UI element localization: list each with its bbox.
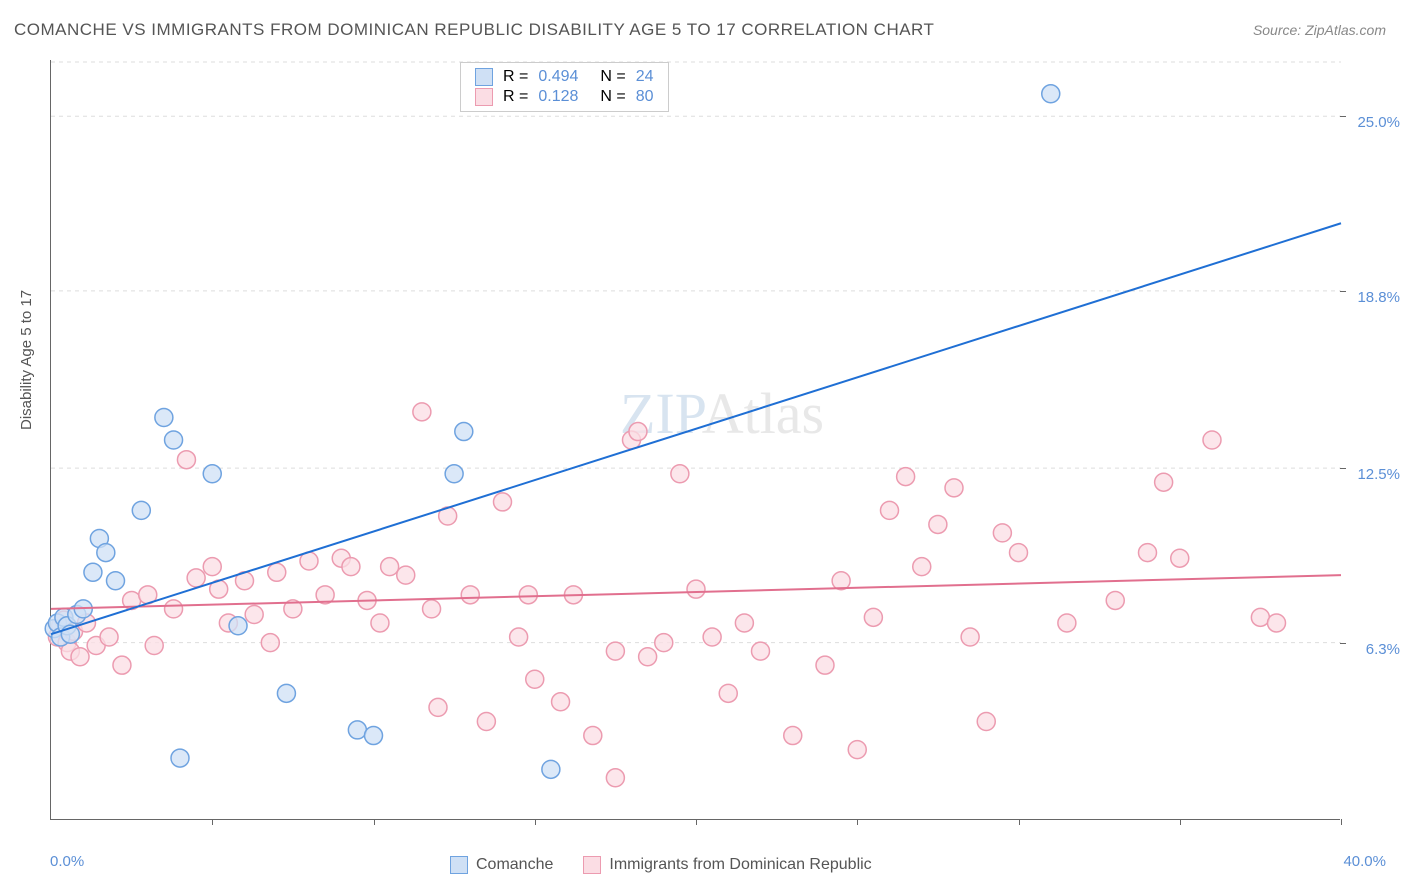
y-tick-label: 25.0% <box>1357 114 1400 131</box>
y-tick-label: 6.3% <box>1366 641 1400 658</box>
y-axis-title: Disability Age 5 to 17 <box>18 290 35 430</box>
legend-stats: R = 0.494 N = 24 R = 0.128 N = 80 <box>460 62 669 112</box>
legend-row-series2: R = 0.128 N = 80 <box>475 87 654 107</box>
swatch-series1-bottom <box>450 856 468 874</box>
y-tick-label: 18.8% <box>1357 289 1400 306</box>
plot-area: 6.3%12.5%18.8%25.0% <box>50 60 1340 820</box>
legend-item-series1: Comanche <box>450 856 553 874</box>
swatch-series2 <box>475 88 493 106</box>
source-attribution: Source: ZipAtlas.com <box>1253 22 1386 38</box>
x-axis-min-label: 0.0% <box>50 853 84 870</box>
legend-item-series2: Immigrants from Dominican Republic <box>583 856 871 874</box>
swatch-series2-bottom <box>583 856 601 874</box>
chart-title: COMANCHE VS IMMIGRANTS FROM DOMINICAN RE… <box>14 20 934 40</box>
plot-svg <box>51 60 1340 819</box>
x-axis-max-label: 40.0% <box>1343 853 1386 870</box>
correlation-chart: COMANCHE VS IMMIGRANTS FROM DOMINICAN RE… <box>0 0 1406 892</box>
y-tick-label: 12.5% <box>1357 466 1400 483</box>
legend-row-series1: R = 0.494 N = 24 <box>475 67 654 87</box>
swatch-series1 <box>475 68 493 86</box>
legend-bottom: Comanche Immigrants from Dominican Repub… <box>450 856 872 874</box>
